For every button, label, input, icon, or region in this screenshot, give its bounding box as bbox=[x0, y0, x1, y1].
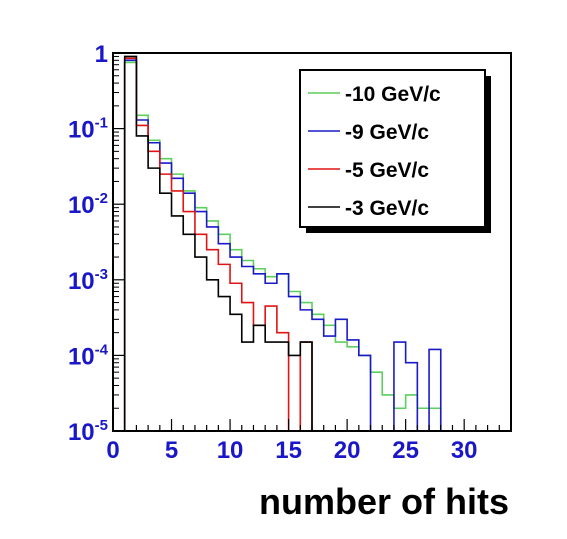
legend-label: -10 GeV/c bbox=[345, 83, 441, 106]
x-tick-label: 10 bbox=[217, 437, 244, 464]
y-tick-label: 1 bbox=[95, 41, 108, 68]
y-tick-label: 10-2 bbox=[68, 190, 108, 219]
legend-box bbox=[299, 69, 486, 228]
x-tick-label: 0 bbox=[106, 437, 119, 464]
x-axis-title: number of hits bbox=[259, 481, 509, 522]
x-tick-label: 5 bbox=[165, 437, 178, 464]
x-tick-label: 25 bbox=[392, 437, 419, 464]
x-tick-labels: 0 5 10 15 20 25 30 bbox=[106, 437, 477, 464]
y-tick-labels: 10-5 10-4 10-3 10-2 10-1 1 bbox=[68, 41, 109, 446]
series-line-2 bbox=[113, 59, 511, 432]
x-tick-label: 30 bbox=[451, 437, 478, 464]
legend-entries: -10 GeV/c -9 GeV/c -5 GeV/c -3 GeV/c bbox=[308, 83, 441, 220]
legend: -10 GeV/c -9 GeV/c -5 GeV/c -3 GeV/c bbox=[299, 69, 491, 233]
y-tick-label: 10-4 bbox=[68, 341, 109, 370]
legend-label: -5 GeV/c bbox=[345, 159, 429, 182]
x-tick-label: 15 bbox=[275, 437, 302, 464]
legend-label: -9 GeV/c bbox=[345, 121, 429, 144]
y-tick-label: 10-3 bbox=[68, 266, 108, 295]
tick-layer bbox=[112, 52, 512, 432]
x-tick-label: 20 bbox=[334, 437, 361, 464]
y-tick-label: 10-1 bbox=[68, 115, 108, 144]
legend-label: -3 GeV/c bbox=[345, 197, 429, 220]
y-tick-label: 10-5 bbox=[68, 417, 108, 446]
series-line-1 bbox=[113, 61, 511, 432]
